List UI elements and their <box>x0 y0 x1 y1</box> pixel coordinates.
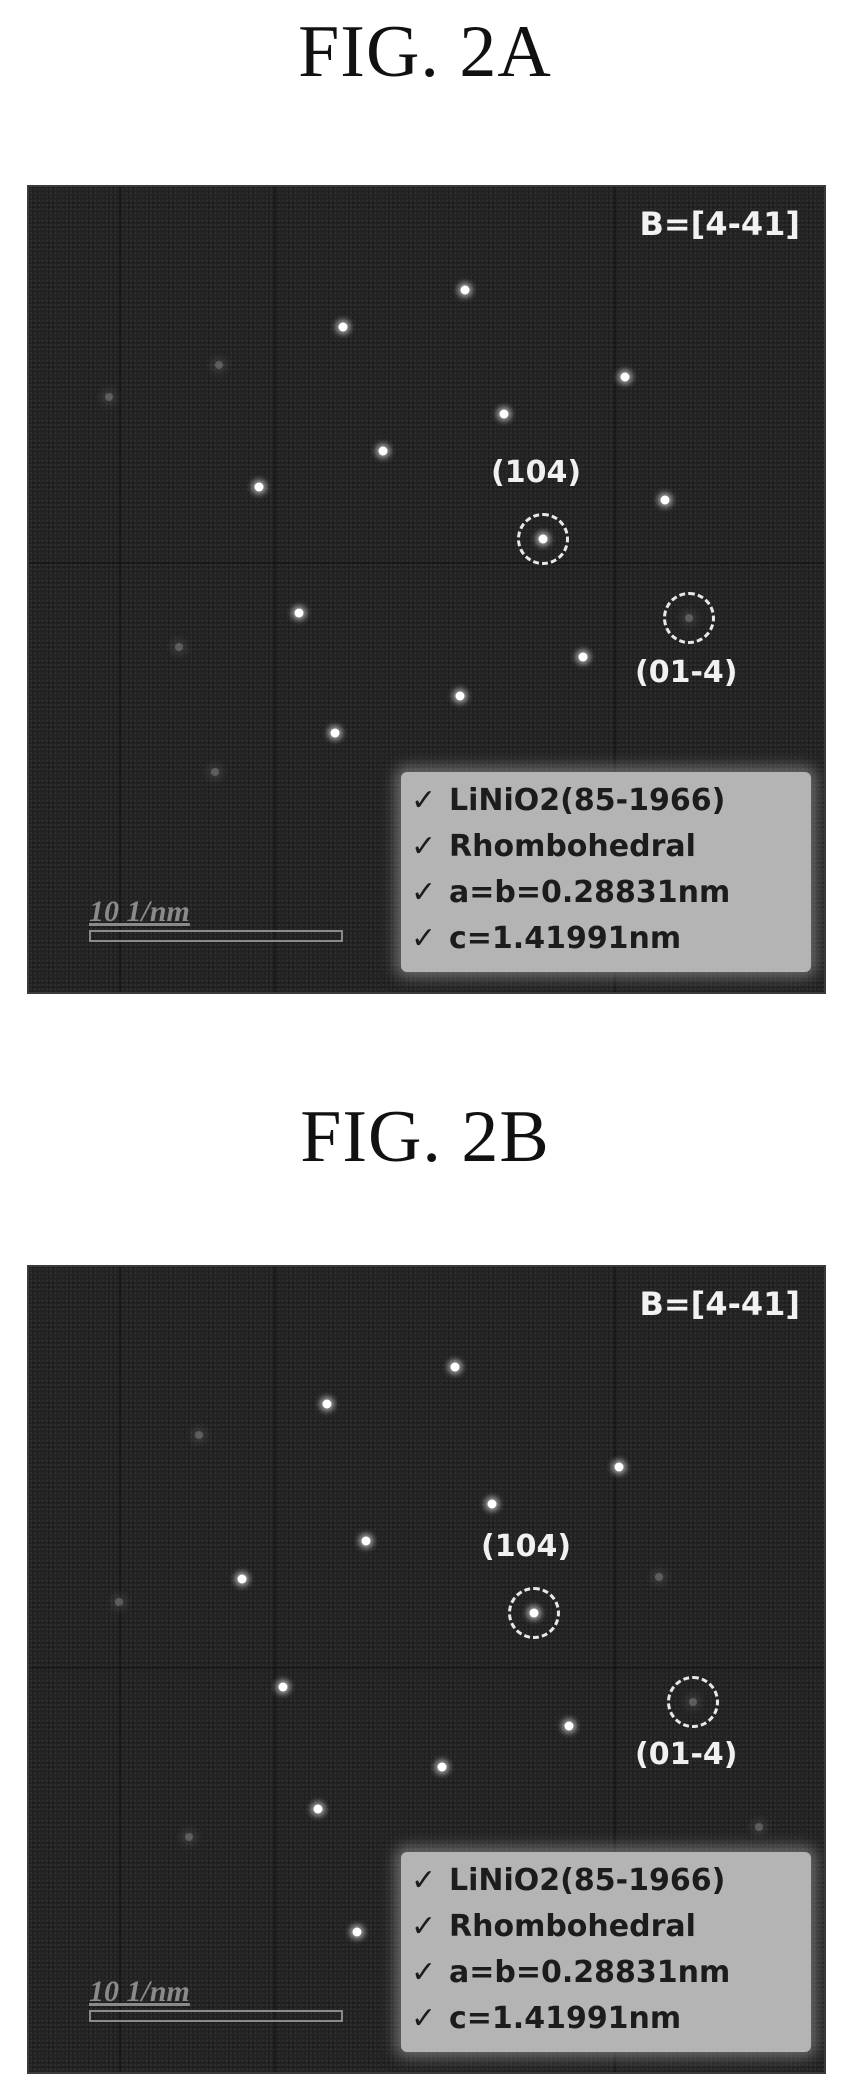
highlight-circle-104 <box>508 1587 560 1639</box>
diffraction-spot <box>461 286 470 295</box>
phase-name: LiNiO2(85-1966) <box>449 783 725 818</box>
crystal-info-box: ✓LiNiO2(85-1966) ✓Rhombohedral ✓a=b=0.28… <box>401 772 811 972</box>
lattice-a-b: a=b=0.28831nm <box>449 875 730 910</box>
info-row: ✓LiNiO2(85-1966) <box>411 778 801 824</box>
diffraction-pattern-2a: B=[4-41] (104) (01-4) ✓LiNiO2(85-1966) ✓… <box>27 185 826 994</box>
diffraction-spot <box>655 1573 663 1581</box>
lattice-a-b: a=b=0.28831nm <box>449 1955 730 1990</box>
info-row: ✓c=1.41991nm <box>411 1996 801 2042</box>
diffraction-spot <box>215 361 223 369</box>
diffraction-spot <box>579 653 588 662</box>
phase-name: LiNiO2(85-1966) <box>449 1863 725 1898</box>
diffraction-spot <box>456 692 465 701</box>
diffraction-spot <box>211 768 219 776</box>
diffraction-spot <box>255 483 264 492</box>
diffraction-spot <box>615 1463 624 1472</box>
check-icon: ✓ <box>411 1904 449 1950</box>
info-row: ✓a=b=0.28831nm <box>411 870 801 916</box>
diffraction-spot <box>438 1763 447 1772</box>
diffraction-spot <box>195 1431 203 1439</box>
diffraction-pattern-2b: B=[4-41] (104) (01-4) ✓LiNiO2(85-1966) ✓… <box>27 1265 826 2074</box>
diffraction-spot <box>331 729 340 738</box>
diffraction-spot <box>353 1928 362 1937</box>
diffraction-spot <box>314 1805 323 1814</box>
diffraction-spot <box>661 496 670 505</box>
lattice-c: c=1.41991nm <box>449 921 681 956</box>
crystal-info-box: ✓LiNiO2(85-1966) ✓Rhombohedral ✓a=b=0.28… <box>401 1852 811 2052</box>
info-row: ✓LiNiO2(85-1966) <box>411 1858 801 1904</box>
diffraction-spot <box>488 1500 497 1509</box>
info-row: ✓a=b=0.28831nm <box>411 1950 801 1996</box>
check-icon: ✓ <box>411 1858 449 1904</box>
scale-bar-label: 10 1/nm <box>89 895 190 929</box>
crystal-system: Rhombohedral <box>449 829 696 864</box>
info-row: ✓Rhombohedral <box>411 824 801 870</box>
check-icon: ✓ <box>411 778 449 824</box>
diffraction-spot <box>238 1575 247 1584</box>
diffraction-spot <box>755 1823 763 1831</box>
scale-bar <box>89 2010 343 2022</box>
spot-label-01-4: (01-4) <box>635 1737 738 1772</box>
diffraction-spot <box>175 643 183 651</box>
diffraction-spot <box>115 1598 123 1606</box>
diffraction-spot <box>339 323 348 332</box>
check-icon: ✓ <box>411 1996 449 2042</box>
highlight-circle-104 <box>517 513 569 565</box>
info-row: ✓c=1.41991nm <box>411 916 801 962</box>
scale-bar <box>89 930 343 942</box>
check-icon: ✓ <box>411 870 449 916</box>
diffraction-spot <box>379 447 388 456</box>
diffraction-spot <box>279 1683 288 1692</box>
check-icon: ✓ <box>411 1950 449 1996</box>
diffraction-spot <box>295 609 304 618</box>
diffraction-spot <box>451 1363 460 1372</box>
zone-axis-label: B=[4-41] <box>639 1285 800 1323</box>
spot-label-104: (104) <box>491 455 581 490</box>
crystal-system: Rhombohedral <box>449 1909 696 1944</box>
highlight-circle-01-4 <box>663 592 715 644</box>
zone-axis-label: B=[4-41] <box>639 205 800 243</box>
figure-title-2b: FIG. 2B <box>0 1095 850 1180</box>
diffraction-spot <box>565 1722 574 1731</box>
diffraction-spot <box>500 410 509 419</box>
diffraction-spot <box>621 373 630 382</box>
scale-bar-label: 10 1/nm <box>89 1975 190 2009</box>
diffraction-spot <box>362 1537 371 1546</box>
diffraction-spot <box>323 1400 332 1409</box>
diffraction-spot <box>105 393 113 401</box>
spot-label-104: (104) <box>481 1529 571 1564</box>
check-icon: ✓ <box>411 824 449 870</box>
lattice-c: c=1.41991nm <box>449 2001 681 2036</box>
figure-title-2a: FIG. 2A <box>0 10 850 95</box>
spot-label-01-4: (01-4) <box>635 655 738 690</box>
diffraction-spot <box>185 1833 193 1841</box>
info-row: ✓Rhombohedral <box>411 1904 801 1950</box>
highlight-circle-01-4 <box>667 1676 719 1728</box>
check-icon: ✓ <box>411 916 449 962</box>
